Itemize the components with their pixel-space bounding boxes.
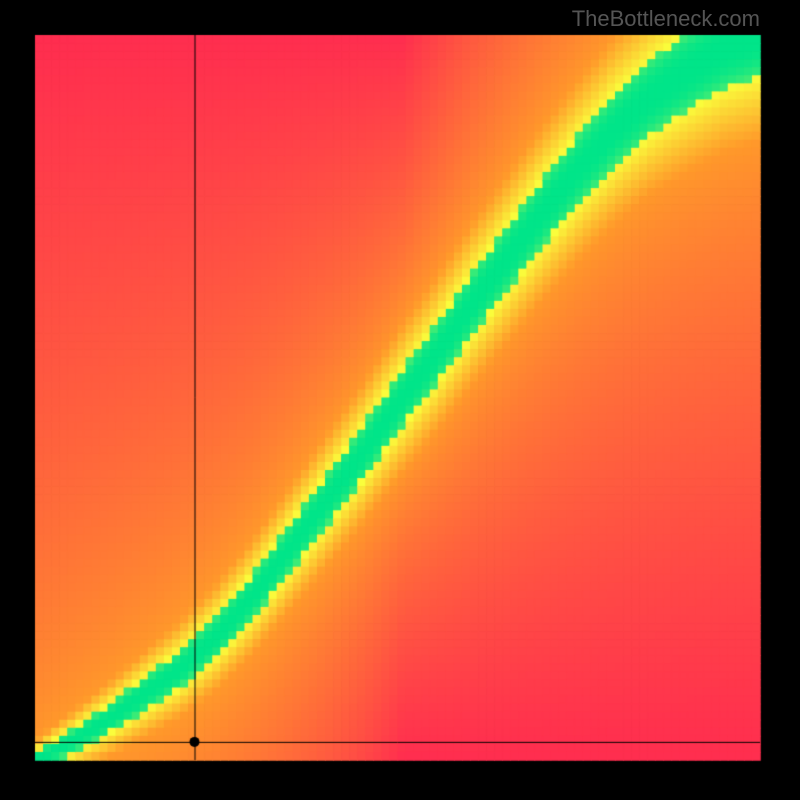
watermark-text: TheBottleneck.com	[572, 6, 760, 32]
bottleneck-heatmap	[0, 0, 800, 800]
